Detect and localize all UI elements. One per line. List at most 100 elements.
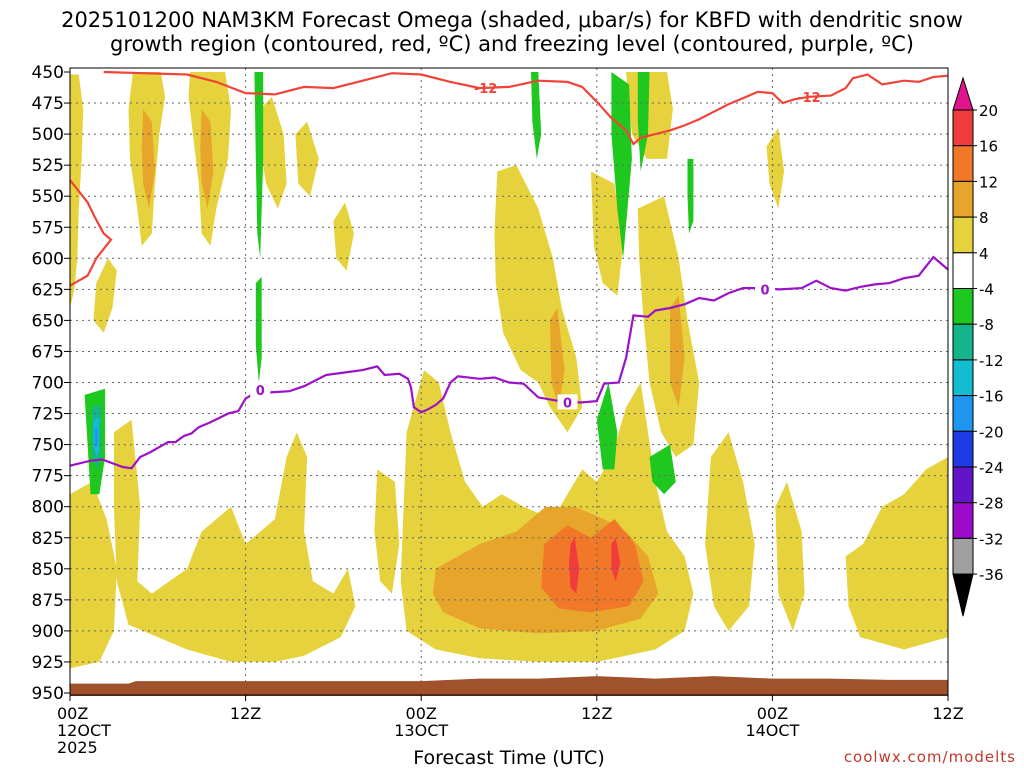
colorbar-segment — [952, 359, 974, 397]
colorbar-segment — [952, 502, 974, 539]
omega-plus4-right-plume — [637, 196, 700, 457]
x-tick-label: 00Z — [406, 704, 437, 723]
colorbar-segment — [952, 145, 974, 182]
y-tick-label: 725 — [32, 405, 64, 425]
omega-plus4-upper-right-1 — [590, 171, 624, 296]
contour-label: -12 — [797, 91, 821, 106]
chart-title-line-2: growth region (contoured, red, ºC) and f… — [110, 32, 914, 56]
x-tick-label: 12Z — [932, 704, 963, 723]
omega-plus4-upper-far — [766, 127, 785, 209]
y-tick-label: 850 — [32, 560, 64, 580]
colorbar-label: -12 — [979, 352, 1004, 370]
omega-minus4-streak-4 — [611, 72, 632, 259]
y-tick-label: 550 — [32, 187, 64, 207]
omega-shading — [70, 72, 948, 669]
chart-title-line-1: 2025101200 NAM3KM Forecast Omega (shaded… — [61, 8, 963, 32]
y-tick-label: 625 — [32, 280, 64, 300]
contour-lines: -12 -12 0 0 0 — [69, 70, 949, 470]
y-tick-label: 775 — [32, 467, 64, 487]
x-tick-date: 13OCT — [394, 721, 448, 740]
omega-plus4-lower-left — [70, 481, 117, 669]
colorbar-label: -8 — [979, 316, 994, 334]
y-tick-label: 600 — [32, 249, 64, 269]
x-tick-date: 12OCT — [57, 721, 111, 740]
y-tick-label: 925 — [32, 653, 64, 673]
y-tick-label: 950 — [32, 684, 64, 704]
y-tick-label: 825 — [32, 529, 64, 549]
x-tick-date: 14OCT — [745, 721, 799, 740]
contour-label: -12 — [474, 82, 498, 97]
colorbar-label: 4 — [979, 245, 989, 263]
colorbar-label: 8 — [979, 209, 989, 227]
contour-label: 0 — [563, 396, 572, 411]
colorbar-segment — [952, 252, 974, 290]
colorbar-segment — [952, 466, 974, 504]
omega-plus4-upper-5 — [333, 202, 354, 271]
x-tick-label: 00Z — [757, 704, 788, 723]
contour-label-bg — [250, 381, 271, 397]
contour-label: 0 — [256, 384, 265, 399]
omega-plus8-center-plume — [550, 308, 565, 408]
colorbar-segment — [952, 288, 974, 325]
colorbar-label: -28 — [979, 495, 1004, 513]
x-tick-year: 2025 — [57, 738, 98, 757]
y-tick-label: 875 — [32, 591, 64, 611]
omega-plus16-core-2 — [611, 537, 621, 582]
omega-plus4-lower-band — [113, 419, 356, 662]
omega-minus4-streak-3 — [531, 72, 542, 159]
contour-label: 0 — [761, 283, 770, 298]
colorbar-segment — [952, 109, 974, 147]
y-tick-label: 800 — [32, 498, 64, 518]
colorbar-segment — [952, 180, 974, 218]
y-tick-label: 500 — [32, 125, 64, 145]
contour-0 — [69, 179, 113, 287]
pressure-axis: 450 475 500 525 550 575 600 625 650 675 700 725 750 7… — [32, 63, 70, 704]
terrain-strip — [70, 676, 948, 696]
y-tick-label: 475 — [32, 94, 64, 114]
colorbar-label: 20 — [979, 102, 998, 120]
y-tick-label: 675 — [32, 342, 64, 362]
y-tick-label: 575 — [32, 218, 64, 238]
omega-plus16-core-1 — [569, 537, 580, 594]
colorbar-label: -32 — [979, 530, 1004, 548]
x-tick-label: 12Z — [230, 704, 261, 723]
omega-minus4-streak-2 — [255, 276, 262, 383]
omega-plus4-right-lower-2 — [775, 481, 805, 631]
omega-plus12-core — [541, 519, 644, 613]
contour-label-bg — [557, 394, 578, 410]
colorbar-segment — [952, 323, 974, 361]
plot-frame — [69, 67, 949, 696]
colorbar-segment — [952, 395, 974, 432]
x-tick-label: 12Z — [581, 704, 612, 723]
colorbar-segment — [952, 537, 974, 575]
terrain-fill — [70, 676, 948, 696]
omega-minus4-mid — [596, 382, 618, 470]
y-tick-label: 650 — [32, 311, 64, 331]
y-tick-label: 700 — [32, 374, 64, 394]
colorbar-segment — [952, 216, 974, 254]
colorbar-top-arrow — [952, 76, 974, 111]
colorbar: 20 16 12 8 4 -4 -8 -12 -16 -20 -24 -28 -32 -36 — [952, 76, 1004, 617]
omega-minus4-streak-5 — [637, 72, 650, 172]
omega-plus4-upper-3 — [260, 96, 287, 209]
colorbar-label: 16 — [979, 138, 998, 156]
colorbar-label: 12 — [979, 173, 998, 191]
colorbar-label: -36 — [979, 566, 1004, 584]
omega-minus4-streak-1 — [254, 72, 264, 259]
omega-plus4-right-top — [626, 72, 673, 159]
y-tick-label: 750 — [32, 436, 64, 456]
omega-plus4-left-column — [70, 74, 84, 308]
colorbar-segment — [952, 430, 974, 468]
contour-label-bg — [755, 281, 776, 297]
colorbar-label: -16 — [979, 388, 1004, 406]
colorbar-label: -20 — [979, 423, 1004, 441]
omega-minus4-right — [649, 444, 676, 495]
omega-plus4-right-lower-1 — [705, 432, 755, 631]
omega-plus4-right-lower-3 — [845, 457, 948, 650]
y-tick-label: 525 — [32, 156, 64, 176]
credit-link[interactable]: coolwx.com/modelts — [844, 748, 1016, 766]
y-tick-label: 450 — [32, 63, 64, 83]
colorbar-label: -4 — [979, 281, 994, 299]
